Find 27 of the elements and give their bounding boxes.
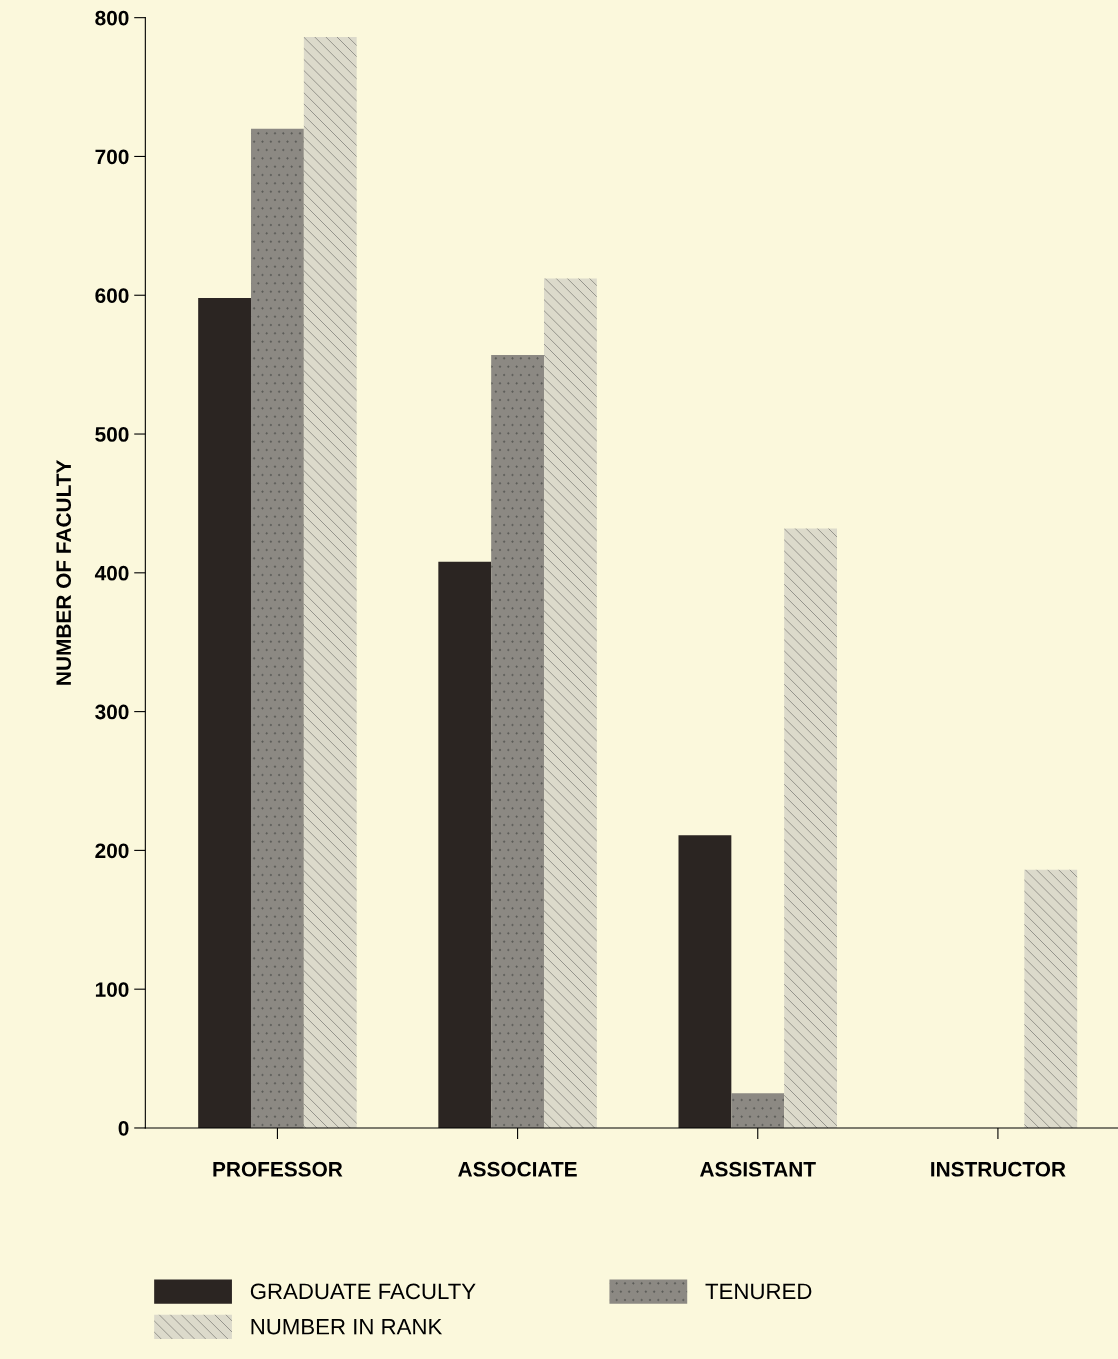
bar [491,354,545,1128]
x-tick-label: PROFESSOR [213,1161,343,1177]
bar [198,298,252,1128]
bar [731,1093,785,1128]
bar [303,37,357,1128]
y-tick-label: 100 [95,982,129,997]
y-tick-label: 600 [95,288,129,303]
legend-label: TENURED [705,1283,812,1300]
y-tick-label: 400 [94,565,129,581]
y-tick-label: 200 [95,843,129,859]
y-tick-label: 0 [118,1120,129,1136]
legend-label: GRADUATE FACULTY [250,1283,476,1300]
x-tick-label: INSTRUCTOR [931,1161,1066,1177]
y-tick-label: 700 [95,149,129,165]
x-tick-label: ASSISTANT [700,1161,816,1177]
bar [784,528,838,1128]
bar [1024,869,1078,1128]
bar [251,128,304,1128]
y-tick-label: 300 [95,704,129,720]
bar [678,835,732,1128]
bar [544,278,597,1128]
x-tick-label: ASSOCIATE [458,1161,577,1177]
y-tick-label: 800 [95,10,129,26]
y-tick-label: 500 [95,427,129,442]
bar [438,561,492,1128]
y-axis-title: NUMBER OF FACULTY [56,459,72,685]
legend-label: NUMBER IN RANK [251,1319,443,1335]
